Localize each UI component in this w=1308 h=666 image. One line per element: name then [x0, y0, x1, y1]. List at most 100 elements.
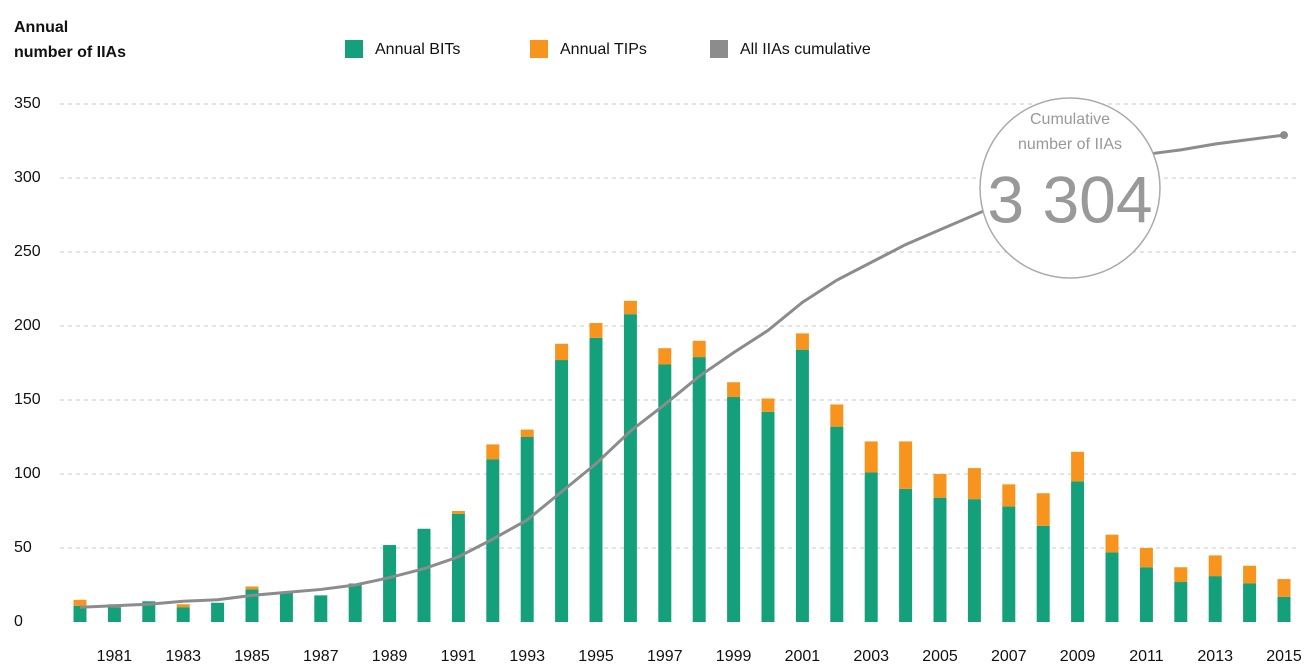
bar	[1036, 493, 1050, 526]
bar	[761, 411, 775, 622]
legend-swatch	[530, 40, 548, 58]
bar	[795, 349, 809, 622]
bar	[623, 300, 637, 315]
x-tick-label: 2015	[1266, 648, 1302, 665]
x-tick-label: 1995	[578, 648, 614, 665]
bar	[486, 444, 500, 460]
bar	[967, 468, 981, 500]
bar	[761, 398, 775, 412]
x-tick-label: 1989	[372, 648, 408, 665]
y-tick-label: 150	[14, 391, 41, 408]
bar	[795, 333, 809, 350]
y-axis-label: number of IIAs	[14, 44, 126, 61]
y-tick-label: 100	[14, 465, 41, 482]
bar	[589, 323, 603, 338]
bar	[417, 528, 431, 622]
bar	[176, 607, 190, 622]
bar	[1071, 451, 1085, 482]
bar	[864, 441, 878, 473]
bar	[73, 605, 87, 622]
legend-label: All IIAs cumulative	[740, 41, 871, 58]
bar	[864, 472, 878, 622]
annotation-label: Cumulative	[1030, 111, 1110, 128]
x-tick-label: 2005	[922, 648, 958, 665]
bar	[899, 488, 913, 622]
bar	[967, 499, 981, 622]
bar	[245, 589, 259, 622]
bar	[1277, 596, 1291, 622]
bar	[1139, 567, 1153, 622]
bar	[279, 592, 293, 622]
x-tick-label: 1997	[647, 648, 683, 665]
line-end-dot	[1280, 131, 1288, 140]
x-tick-label: 1987	[303, 648, 339, 665]
x-tick-label: 1981	[97, 648, 133, 665]
x-tick-label: 2001	[785, 648, 821, 665]
bar	[520, 437, 534, 622]
bar	[933, 474, 947, 498]
bar	[555, 343, 569, 361]
bar	[1174, 567, 1188, 583]
y-tick-label: 300	[14, 169, 41, 186]
bar	[1105, 534, 1119, 553]
bar	[348, 583, 362, 622]
legend-label: Annual TIPs	[560, 41, 647, 58]
bar	[142, 601, 156, 622]
bar	[727, 397, 741, 622]
bar	[1071, 481, 1085, 622]
y-tick-label: 0	[14, 613, 23, 630]
legend-label: Annual BITs	[375, 41, 460, 58]
bar	[1208, 576, 1222, 622]
bar	[1243, 583, 1257, 622]
x-tick-label: 1993	[509, 648, 545, 665]
bar	[176, 604, 190, 608]
bar	[727, 382, 741, 398]
annotation-value: 3 304	[987, 162, 1152, 236]
x-tick-label: 2003	[853, 648, 889, 665]
bar	[211, 602, 225, 622]
bar	[692, 340, 706, 358]
bar	[658, 364, 672, 622]
x-tick-label: 1985	[234, 648, 270, 665]
bar	[1139, 548, 1153, 568]
x-tick-label: 1983	[165, 648, 201, 665]
x-tick-label: 2009	[1060, 648, 1096, 665]
bar	[73, 599, 87, 606]
bar	[1277, 579, 1291, 597]
bar	[589, 337, 603, 622]
bar	[1002, 506, 1016, 622]
bar	[451, 511, 465, 514]
bar	[1002, 484, 1016, 507]
bar	[623, 314, 637, 622]
bar	[451, 513, 465, 622]
bar	[933, 497, 947, 622]
bar	[245, 586, 259, 590]
y-tick-label: 50	[14, 539, 32, 556]
y-axis-label: Annual	[14, 19, 68, 36]
bar	[1036, 525, 1050, 622]
x-tick-label: 2013	[1197, 648, 1233, 665]
bar	[899, 441, 913, 489]
legend-swatch	[710, 40, 728, 58]
y-tick-label: 250	[14, 243, 41, 260]
annotation-label: number of IIAs	[1018, 136, 1122, 153]
bar	[830, 426, 844, 622]
bar	[520, 429, 534, 437]
bar	[1243, 565, 1257, 584]
bar	[692, 357, 706, 622]
x-tick-label: 2011	[1129, 648, 1164, 665]
bar	[1105, 552, 1119, 622]
y-tick-label: 200	[14, 317, 41, 334]
x-tick-label: 1991	[441, 648, 477, 665]
bar	[1174, 582, 1188, 622]
bar	[107, 607, 121, 622]
legend-swatch	[345, 40, 363, 58]
annotation-circle	[979, 97, 1161, 279]
bar	[1208, 555, 1222, 577]
bar	[314, 595, 328, 622]
bar	[830, 404, 844, 427]
x-tick-label: 1999	[716, 648, 752, 665]
bar	[658, 348, 672, 365]
y-tick-label: 350	[14, 95, 41, 112]
